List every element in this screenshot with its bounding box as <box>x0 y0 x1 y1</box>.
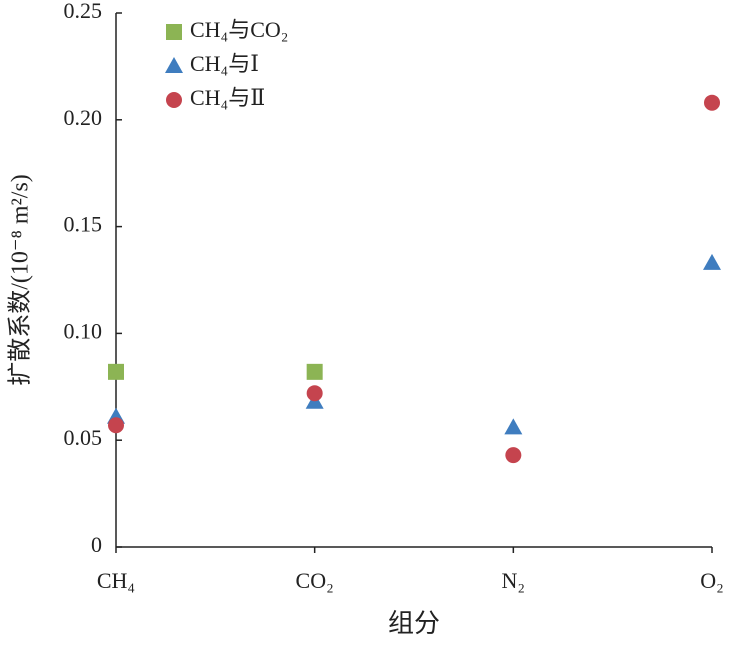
y-tick-label: 0 <box>91 532 102 557</box>
legend-marker <box>166 92 182 108</box>
point <box>505 447 522 464</box>
y-tick-label: 0.05 <box>64 425 103 450</box>
point <box>703 253 721 270</box>
point <box>108 417 124 434</box>
point <box>108 363 124 380</box>
y-tick-label: 0.15 <box>64 212 103 237</box>
y-tick-label: 0.25 <box>64 0 103 23</box>
point <box>504 418 523 435</box>
legend-marker <box>165 57 183 73</box>
point <box>306 363 323 380</box>
x-tick-label: CO₂ <box>296 568 334 593</box>
y-axis-label: 扩散系数/(10⁻⁸ m²/s) <box>7 174 34 386</box>
y-tick-label: 0.10 <box>64 318 103 343</box>
x-axis-label: 组分 <box>388 609 440 638</box>
legend-marker <box>166 24 182 40</box>
legend-label: CH₄与Ⅰ <box>190 51 259 76</box>
y-tick-label: 0.20 <box>64 105 103 130</box>
point <box>306 385 323 402</box>
x-tick-label: N₂ <box>502 568 526 593</box>
point <box>704 94 720 111</box>
x-tick-label: CH₄ <box>97 568 135 593</box>
legend-label: CH₄与CO₂ <box>190 17 288 42</box>
x-tick-label: O₂ <box>700 568 724 593</box>
legend-label: CH₄与Ⅱ <box>190 85 265 110</box>
